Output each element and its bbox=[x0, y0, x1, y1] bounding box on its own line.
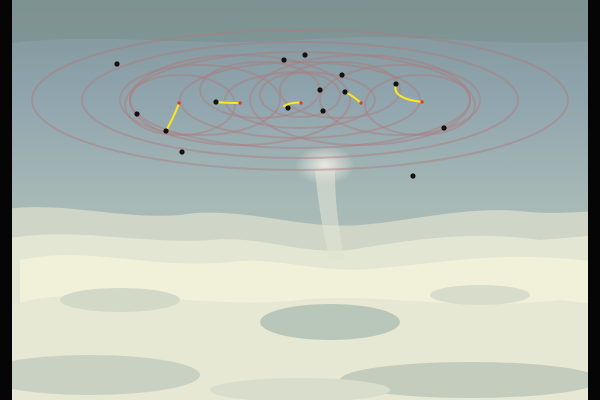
yellow-trail bbox=[215, 101, 241, 104]
yellow-trail bbox=[165, 102, 180, 132]
orbit-ring bbox=[129, 51, 471, 149]
orbit-ring bbox=[31, 29, 569, 171]
trail-tip bbox=[238, 101, 242, 105]
black-dot-marker bbox=[317, 87, 323, 93]
orbit-ring bbox=[224, 71, 376, 129]
black-dot-marker bbox=[302, 52, 308, 58]
right-letterbox bbox=[588, 0, 600, 400]
black-dot-marker bbox=[213, 99, 219, 105]
orbit-ring bbox=[249, 54, 471, 146]
black-dot-marker bbox=[285, 105, 291, 111]
black-dot-marker bbox=[339, 72, 345, 78]
black-dot-marker bbox=[163, 128, 169, 134]
black-dot-marker bbox=[410, 173, 416, 179]
black-dot-marker bbox=[179, 149, 185, 155]
trail-tip bbox=[359, 101, 363, 105]
orbit-ring bbox=[119, 64, 281, 136]
black-dot-marker bbox=[441, 125, 447, 131]
orbit-ring bbox=[179, 61, 421, 139]
left-letterbox bbox=[0, 0, 12, 400]
trail-tip bbox=[177, 101, 181, 105]
dot-markers bbox=[114, 52, 447, 179]
orbit-ring bbox=[364, 74, 476, 136]
black-dot-marker bbox=[114, 61, 120, 67]
yellow-trail bbox=[394, 83, 423, 103]
orbit-ring bbox=[259, 72, 341, 118]
upper-sky-band bbox=[0, 0, 600, 45]
trail-tip bbox=[420, 100, 424, 104]
light-column bbox=[295, 145, 355, 260]
trail-tip bbox=[299, 101, 303, 105]
orbit-ring bbox=[124, 74, 236, 136]
orbit-ring bbox=[279, 61, 401, 119]
black-dot-marker bbox=[342, 89, 348, 95]
black-dot-marker bbox=[281, 57, 287, 63]
orbit-ring bbox=[81, 41, 519, 159]
black-dot-marker bbox=[134, 111, 140, 117]
black-dot-marker bbox=[393, 81, 399, 87]
black-dot-marker bbox=[320, 108, 326, 114]
orbit-rings bbox=[31, 29, 569, 171]
orbit-ring bbox=[129, 54, 351, 146]
cloud-layer bbox=[0, 207, 600, 400]
orbit-ring bbox=[319, 64, 481, 136]
